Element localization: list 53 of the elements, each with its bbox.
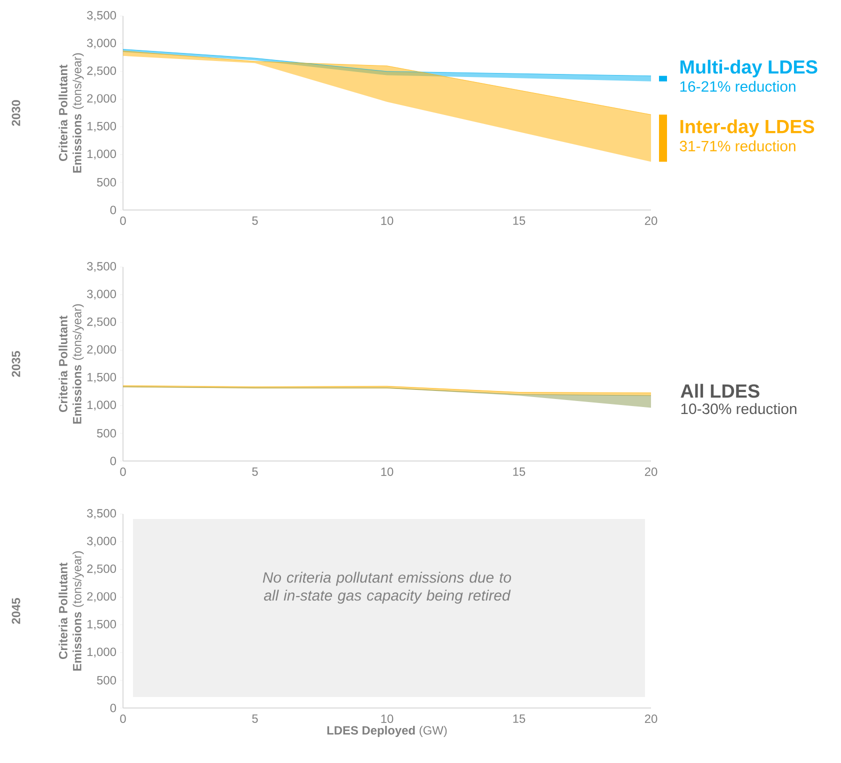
text: 2045 <box>12 598 20 624</box>
x-tick-label: 20 <box>644 714 658 723</box>
y-tick-label: 0 <box>110 456 116 466</box>
x-tick-label: 10 <box>381 216 394 225</box>
text: 10-30% reduction <box>681 403 796 414</box>
series-label: Inter-day LDES <box>680 119 814 137</box>
x-axis-title: LDES Deployed (GW) <box>327 726 447 737</box>
y-tick-label: 2,000 <box>87 94 116 104</box>
y-tick-label: 0 <box>110 206 116 214</box>
annotation: No criteria pollutant emissions due to all in-state gas capacity being retired <box>262 572 512 604</box>
text: 2035 <box>12 351 20 377</box>
y-tick-label: 3,500 <box>87 509 116 519</box>
x-tick-label: 15 <box>513 216 526 225</box>
x-tick-label: 15 <box>513 714 526 723</box>
line-series <box>122 385 652 394</box>
y-tick-label: 500 <box>97 676 116 684</box>
y-tick-label: 1,000 <box>87 400 116 410</box>
y-tick-label: 3,000 <box>87 38 116 49</box>
x-tick-label: 5 <box>252 216 258 225</box>
y-tick-label: 1,000 <box>87 150 116 160</box>
text: All LDES <box>680 384 760 398</box>
y-tick-label: 1,000 <box>87 648 116 658</box>
y-tick-label: 1,500 <box>87 372 116 383</box>
y-tick-label: 3,500 <box>87 262 116 272</box>
text: 16-21% reduction <box>680 80 796 92</box>
legend-label: Multi-day LDES <box>680 60 818 78</box>
x-tick-label: 15 <box>513 468 526 476</box>
x-tick-label: 5 <box>252 714 258 723</box>
text: 2030 <box>12 100 20 126</box>
y-tick-label: 2,500 <box>87 317 116 328</box>
x-tick-label: 10 <box>381 714 394 723</box>
line-series <box>122 49 652 76</box>
y-tick-label: 2,000 <box>87 592 116 602</box>
x-tick-label: 0 <box>120 216 126 225</box>
y-tick-label: 0 <box>110 704 116 712</box>
x-tick-label: 20 <box>644 468 658 476</box>
y-tick-label: 2,000 <box>87 345 116 356</box>
x-tick-label: 20 <box>644 216 658 225</box>
y-tick-label: 3,000 <box>87 290 116 300</box>
y-tick-label: 1,500 <box>87 620 116 630</box>
text: 31-71% reduction <box>680 140 796 152</box>
y-tick-label: 2,500 <box>87 66 116 76</box>
x-tick-label: 0 <box>120 468 126 476</box>
y-tick-label: 3,500 <box>87 11 116 21</box>
y-tick-label: 1,500 <box>87 122 116 132</box>
y-tick-label: 500 <box>97 178 116 186</box>
x-tick-label: 0 <box>120 714 126 723</box>
x-tick-label: 10 <box>381 468 394 476</box>
line-series <box>122 50 652 115</box>
y-tick-label: 500 <box>97 429 116 438</box>
y-tick-label: 2,500 <box>87 564 116 574</box>
x-tick-label: 5 <box>252 468 258 476</box>
y-tick-label: 3,000 <box>87 536 116 547</box>
